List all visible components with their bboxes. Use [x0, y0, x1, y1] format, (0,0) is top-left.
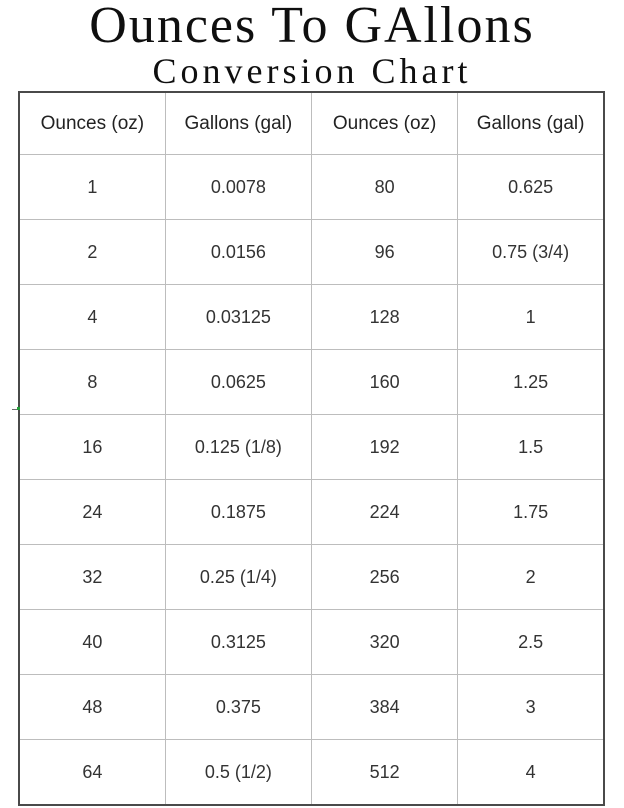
table-cell: 0.03125 [164, 284, 313, 350]
table-row: 4 0.03125 128 1 [18, 284, 605, 350]
table-cell: 2 [18, 219, 166, 285]
table-row: 48 0.375 384 3 [18, 674, 605, 740]
table-row: 24 0.1875 224 1.75 [18, 479, 605, 545]
table-cell: 48 [18, 674, 166, 740]
table-cell: 2.5 [457, 609, 605, 675]
table-cell: 0.625 [457, 154, 605, 220]
table-row: 8 0.0625 160 1.25 [18, 349, 605, 415]
table-cell: 1 [18, 154, 166, 220]
table-cell: 0.375 [164, 674, 313, 740]
table-cell: 4 [457, 739, 605, 806]
table-cell: 32 [18, 544, 166, 610]
table-cell: 224 [310, 479, 459, 545]
table-cell: 2 [457, 544, 605, 610]
header-cell-gallons-1: Gallons (gal) [164, 91, 313, 155]
table-cell: 0.0156 [164, 219, 313, 285]
table-cell: 128 [310, 284, 459, 350]
table-cell: 24 [18, 479, 166, 545]
page-subtitle: Conversion Chart [152, 51, 472, 91]
table-header: Ounces (oz) Gallons (gal) Ounces (oz) Ga… [18, 91, 605, 155]
table-cell: 3 [457, 674, 605, 740]
table-cell: 1.25 [457, 349, 605, 415]
table-row: 1 0.0078 80 0.625 [18, 154, 605, 220]
table-cell: 64 [18, 739, 166, 806]
table-cell: 0.5 (1/2) [164, 739, 313, 806]
table-cell: 0.75 (3/4) [457, 219, 605, 285]
table-row: 2 0.0156 96 0.75 (3/4) [18, 219, 605, 285]
page-title: Ounces To GAllons [89, 0, 535, 54]
table-cell: 320 [310, 609, 459, 675]
table-row: 40 0.3125 320 2.5 [18, 609, 605, 675]
table-cell: 1.5 [457, 414, 605, 480]
header-cell-ounces-2: Ounces (oz) [310, 91, 459, 155]
header-row: Ounces (oz) Gallons (gal) Ounces (oz) Ga… [18, 91, 605, 155]
table-cell: 80 [310, 154, 459, 220]
header-cell-ounces-1: Ounces (oz) [18, 91, 166, 155]
table-cell: 0.3125 [164, 609, 313, 675]
table-row: 64 0.5 (1/2) 512 4 [18, 739, 605, 806]
table-cell: 1.75 [457, 479, 605, 545]
table-cell: 0.125 (1/8) [164, 414, 313, 480]
scan-artifact-green-dot [17, 407, 20, 410]
table-cell: 384 [310, 674, 459, 740]
table-cell: 1 [457, 284, 605, 350]
table-cell: 192 [310, 414, 459, 480]
table-cell: 0.0078 [164, 154, 313, 220]
table-cell: 0.1875 [164, 479, 313, 545]
table-cell: 4 [18, 284, 166, 350]
table-cell: 16 [18, 414, 166, 480]
table-cell: 96 [310, 219, 459, 285]
table-cell: 0.25 (1/4) [164, 544, 313, 610]
table-cell: 40 [18, 609, 166, 675]
table-body: 1 0.0078 80 0.625 2 0.0156 96 0.75 (3/4)… [18, 154, 605, 806]
table-cell: 512 [310, 739, 459, 806]
conversion-table: Ounces (oz) Gallons (gal) Ounces (oz) Ga… [18, 91, 605, 806]
table-cell: 8 [18, 349, 166, 415]
table-row: 16 0.125 (1/8) 192 1.5 [18, 414, 605, 480]
header-cell-gallons-2: Gallons (gal) [457, 91, 605, 155]
table-cell: 160 [310, 349, 459, 415]
table-row: 32 0.25 (1/4) 256 2 [18, 544, 605, 610]
scan-artifact-tick [12, 409, 19, 410]
table-cell: 0.0625 [164, 349, 313, 415]
table-cell: 256 [310, 544, 459, 610]
